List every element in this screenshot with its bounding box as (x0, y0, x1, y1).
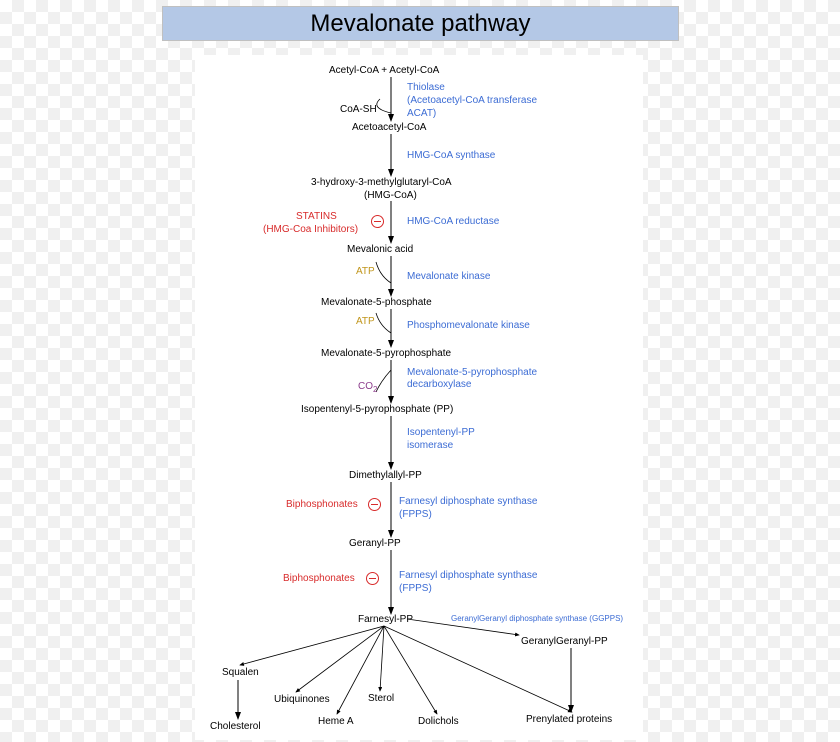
enzyme-ggpps: GeranylGeranyl diphosphate synthase (GGP… (451, 614, 623, 623)
metabolite-coash: CoA-SH (340, 104, 377, 115)
enzyme-ipp-isomerase-b: isomerase (407, 440, 453, 451)
metabolite-geranyl-pp: Geranyl-PP (349, 538, 401, 549)
inhibit-icon-3 (366, 572, 379, 585)
metabolite-mevalonic-acid: Mevalonic acid (347, 244, 413, 255)
metabolite-prenylated: Prenylated proteins (526, 714, 612, 725)
inhibit-icon-1 (371, 215, 384, 228)
enzyme-hmg-reductase: HMG-CoA reductase (407, 216, 499, 227)
enzyme-mevpp-decarb-a: Mevalonate-5-pyrophosphate (407, 367, 537, 378)
metabolite-sterol: Sterol (368, 693, 394, 704)
metabolite-mev5pp: Mevalonate-5-pyrophosphate (321, 348, 451, 359)
enzyme-ipp-isomerase-a: Isopentenyl-PP (407, 427, 475, 438)
enzyme-pmev-kinase: Phosphomevalonate kinase (407, 320, 530, 331)
inhibitor-statins-a: STATINS (296, 211, 337, 222)
enzyme-fpps2-b: (FPPS) (399, 583, 432, 594)
enzyme-hmg-synthase: HMG-CoA synthase (407, 150, 495, 161)
metabolite-acetyl-coa: Acetyl-CoA + Acetyl-CoA (329, 65, 439, 76)
enzyme-thiolase-c: ACAT) (407, 108, 436, 119)
metabolite-squalen: Squalen (222, 667, 259, 678)
metabolite-hmg-coa-b: (HMG-CoA) (364, 190, 417, 201)
title-banner: Mevalonate pathway (162, 6, 679, 41)
metabolite-dmapp: Dimethylallyl-PP (349, 470, 422, 481)
cofactor-atp1: ATP (356, 266, 375, 277)
cofactor-atp2: ATP (356, 316, 375, 327)
metabolite-heme-a: Heme A (318, 716, 354, 727)
metabolite-ubiquinones: Ubiquinones (274, 694, 330, 705)
inhibit-icon-2 (368, 498, 381, 511)
enzyme-mevpp-decarb-b: decarboxylase (407, 379, 471, 390)
title-text: Mevalonate pathway (310, 10, 530, 38)
enzyme-mev-kinase: Mevalonate kinase (407, 271, 490, 282)
enzyme-thiolase-b: (Acetoacetyl-CoA transferase (407, 95, 537, 106)
metabolite-hmg-coa-a: 3-hydroxy-3-methylglutaryl-CoA (311, 177, 452, 188)
metabolite-ggpp: GeranylGeranyl-PP (521, 636, 608, 647)
inhibitor-statins-b: (HMG-Coa Inhibitors) (263, 224, 358, 235)
inhibitor-bp1: Biphosphonates (286, 499, 358, 510)
enzyme-fpps-b: (FPPS) (399, 509, 432, 520)
metabolite-dolichols: Dolichols (418, 716, 459, 727)
cofactor-co2: CO2 (358, 381, 377, 394)
enzyme-fpps-a: Farnesyl diphosphate synthase (399, 496, 537, 507)
metabolite-ipp: Isopentenyl-5-pyrophosphate (PP) (301, 404, 453, 415)
enzyme-thiolase-a: Thiolase (407, 82, 445, 93)
metabolite-mev5p: Mevalonate-5-phosphate (321, 297, 432, 308)
enzyme-fpps2-a: Farnesyl diphosphate synthase (399, 570, 537, 581)
inhibitor-bp2: Biphosphonates (283, 573, 355, 584)
metabolite-farnesyl-pp: Farnesyl-PP (358, 614, 413, 625)
metabolite-acetoacetyl-coa: Acetoacetyl-CoA (352, 122, 426, 133)
metabolite-cholesterol: Cholesterol (210, 721, 261, 732)
